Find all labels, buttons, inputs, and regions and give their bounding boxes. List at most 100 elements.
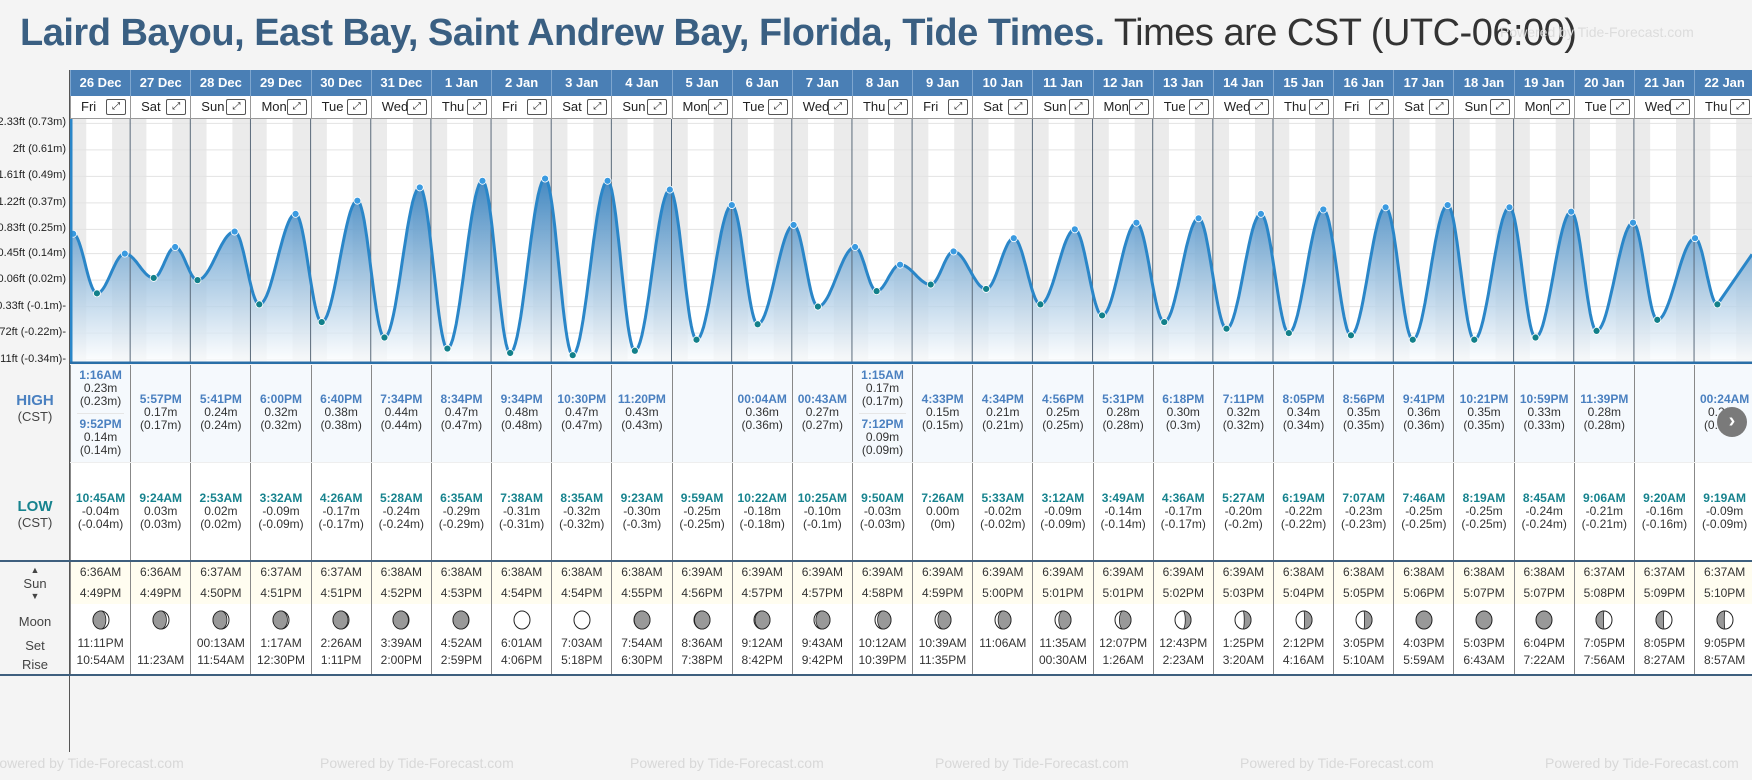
high-tide-point: [789, 221, 798, 229]
high-tide-cell: 10:59PM 0.33m (0.33m): [1513, 365, 1574, 462]
expand-day-button[interactable]: ⤢: [1369, 99, 1390, 115]
low-tide-entry: 7:46AM -0.25m (-0.25m): [1394, 491, 1453, 531]
moon-cell: 11:11PM 10:54AM: [70, 604, 130, 674]
high-tide-entry: 1:15AM 0.17m (0.17m): [853, 367, 912, 408]
high-tide-point: [291, 210, 300, 218]
high-tide-cell: 4:34PM 0.21m (0.21m): [972, 365, 1032, 462]
moonset-time: 1:25PM: [1222, 636, 1265, 650]
low-tide-height-alt: (-0.1m): [803, 516, 842, 531]
sunset-time: 5:02PM: [1162, 586, 1204, 600]
sunset-time: 5:04PM: [1282, 586, 1325, 600]
day-of-week-cell: Thu ⤢: [851, 96, 913, 119]
high-tide-height: 0.28m: [1106, 405, 1140, 419]
expand-icon: ⤢: [1555, 101, 1564, 112]
high-tide-entry: 6:40PM 0.38m (0.38m): [312, 393, 371, 432]
high-tide-entry: 7:11PM 0.32m (0.32m): [1214, 393, 1273, 432]
sunset-time: 5:07PM: [1523, 586, 1565, 600]
low-tide-cell: 8:35AM -0.32m (-0.32m): [551, 463, 611, 561]
expand-day-button[interactable]: ⤢: [1489, 99, 1510, 115]
low-tide-height-alt: (-0.25m): [679, 516, 725, 531]
expand-day-button[interactable]: ⤢: [767, 99, 788, 115]
powered-by-watermark: Powered by Tide-Forecast.com: [1500, 24, 1694, 40]
moonset-time: 00:13AM: [196, 636, 245, 650]
moon-phase-icon: [92, 610, 110, 630]
expand-day-button[interactable]: ⤢: [106, 99, 127, 115]
sun-times-cell: 6:38AM 4:54PM: [491, 562, 551, 604]
expand-day-button[interactable]: ⤢: [707, 99, 728, 115]
moon-cell: 1:17AM 12:30PM: [250, 604, 310, 674]
moonset-time: 9:05PM: [1703, 636, 1746, 650]
high-tide-cell: 7:34PM 0.44m (0.44m): [370, 365, 431, 462]
low-tide-entry: 3:49AM -0.14m (-0.14m): [1094, 491, 1153, 531]
expand-day-button[interactable]: ⤢: [1730, 99, 1751, 115]
low-tide-height: -0.14m: [1104, 503, 1142, 518]
low-tide-point: [982, 285, 991, 293]
low-tide-height: -0.16m: [1645, 503, 1684, 518]
expand-day-button[interactable]: ⤢: [1609, 99, 1630, 115]
expand-day-button[interactable]: ⤢: [1670, 99, 1691, 115]
expand-day-button[interactable]: ⤢: [827, 99, 848, 115]
low-tide-height: -0.30m: [623, 503, 661, 518]
moonset-time: 7:54AM: [621, 636, 663, 650]
high-tide-height-alt: (0.47m): [561, 418, 603, 432]
day-of-week-label: Thu: [862, 99, 886, 114]
moonset-time: 2:26AM: [320, 636, 362, 650]
high-tide-height: 0.43m: [625, 405, 659, 419]
high-tide-point: [1070, 225, 1079, 234]
moonrise-time: 8:42PM: [741, 653, 783, 667]
expand-day-button[interactable]: ⤢: [1248, 99, 1269, 115]
low-tide-time: 7:07AM: [1342, 490, 1386, 505]
low-tide-point: [443, 344, 452, 353]
expand-day-button[interactable]: ⤢: [888, 99, 909, 115]
expand-day-button[interactable]: ⤢: [1068, 99, 1089, 115]
high-tide-time: 1:15AM: [861, 367, 904, 382]
day-of-week-label: Sat: [983, 99, 1003, 114]
sunset-time: 4:54PM: [561, 586, 603, 600]
low-tide-time: 2:53AM: [199, 490, 243, 505]
expand-icon: ⤢: [713, 101, 722, 112]
expand-day-button[interactable]: ⤢: [587, 99, 608, 115]
day-of-week-label: Tue: [321, 99, 344, 114]
sun-times-cell: 6:39AM 5:01PM: [1032, 562, 1092, 604]
moonrise-time: 2:59PM: [440, 653, 483, 667]
date-header: 2 Jan: [491, 70, 551, 96]
expand-day-button[interactable]: ⤢: [406, 99, 427, 115]
day-of-week-label: Tue: [1584, 99, 1607, 114]
high-tide-entry: 5:31PM 0.28m (0.28m): [1094, 393, 1153, 432]
expand-day-button[interactable]: ⤢: [1429, 99, 1450, 115]
expand-day-button[interactable]: ⤢: [286, 99, 307, 115]
sunrise-time: 6:38AM: [561, 565, 603, 579]
high-tide-time: 00:04AM: [737, 392, 787, 406]
moon-phase-icon: [753, 610, 771, 630]
expand-day-button[interactable]: ⤢: [467, 99, 488, 115]
expand-day-button[interactable]: ⤢: [1128, 99, 1149, 115]
day-of-week-label: Tue: [1163, 99, 1186, 114]
expand-day-button[interactable]: ⤢: [527, 99, 548, 115]
high-tide-point: [851, 243, 859, 251]
date-header: 18 Jan: [1453, 70, 1513, 96]
expand-day-button[interactable]: ⤢: [226, 99, 247, 115]
sunset-time: 4:55PM: [621, 586, 663, 600]
low-tide-height-alt: (-0.18m): [739, 516, 785, 531]
day-of-week-label: Wed: [381, 99, 409, 114]
expand-day-button[interactable]: ⤢: [1549, 99, 1570, 115]
next-days-button[interactable]: ›: [1717, 407, 1747, 437]
sunset-time: 4:50PM: [200, 586, 242, 600]
sunrise-time: 6:38AM: [440, 565, 483, 579]
expand-day-button[interactable]: ⤢: [166, 99, 187, 115]
expand-day-button[interactable]: ⤢: [346, 99, 367, 115]
high-tide-entry: 6:00PM 0.32m (0.32m): [251, 393, 310, 432]
high-tide-time: 9:52PM: [79, 416, 122, 431]
expand-icon: ⤢: [412, 101, 421, 112]
expand-day-button[interactable]: ⤢: [647, 99, 668, 115]
high-tide-time: 6:18PM: [1162, 392, 1205, 406]
expand-day-button[interactable]: ⤢: [1309, 99, 1330, 115]
expand-day-button[interactable]: ⤢: [948, 99, 969, 115]
high-tide-point: [896, 260, 904, 269]
high-tide-height-alt: (0.47m): [440, 418, 483, 432]
sunrise-time: 6:37AM: [1583, 565, 1625, 579]
date-header: 22 Jan: [1694, 70, 1752, 96]
expand-day-button[interactable]: ⤢: [1008, 99, 1029, 115]
high-tide-height-alt: (0.25m): [1042, 418, 1084, 432]
expand-day-button[interactable]: ⤢: [1188, 99, 1209, 115]
